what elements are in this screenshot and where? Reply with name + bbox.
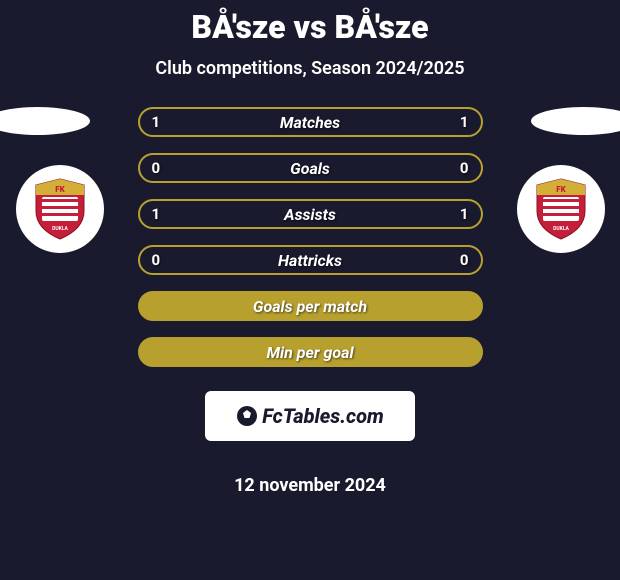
stat-label: Assists [284, 205, 336, 224]
svg-text:DUKLA: DUKLA [553, 226, 569, 232]
left-club-badge: FK DUKLA [16, 165, 104, 253]
badge-name: DUKLA [52, 226, 68, 232]
stat-left-value: 1 [152, 113, 172, 131]
left-player-ellipse [0, 107, 90, 135]
comparison-card: BÅ'sze vs BÅ'sze Club competitions, Seas… [0, 0, 620, 496]
stat-label: Goals [290, 159, 330, 178]
stat-left-value: 0 [152, 251, 172, 269]
page-title: BÅ'sze vs BÅ'sze [191, 8, 428, 46]
stat-left-value: 1 [152, 205, 172, 223]
main-row: FK DUKLA 1 Matches 1 0 Goals 0 [0, 107, 620, 496]
shield-icon: FK DUKLA [533, 177, 589, 241]
stat-matches: 1 Matches 1 [138, 107, 483, 137]
stat-min-per-goal: Min per goal [138, 337, 483, 367]
stat-right-value: 1 [449, 113, 469, 131]
right-player-ellipse [531, 107, 620, 135]
svg-text:FK: FK [556, 185, 566, 194]
source-logo[interactable]: FcTables.com [205, 391, 415, 441]
shield-icon: FK DUKLA [32, 177, 88, 241]
right-club-badge: FK DUKLA [517, 165, 605, 253]
stats-column: 1 Matches 1 0 Goals 0 1 Assists 1 0 Hatt… [138, 107, 483, 496]
stat-right-value: 0 [449, 159, 469, 177]
stat-goals-per-match: Goals per match [138, 291, 483, 321]
badge-top-text: FK [55, 185, 65, 194]
stat-label: Hattricks [278, 251, 342, 270]
stat-hattricks: 0 Hattricks 0 [138, 245, 483, 275]
stat-right-value: 0 [449, 251, 469, 269]
stat-label: Goals per match [253, 297, 367, 316]
stat-assists: 1 Assists 1 [138, 199, 483, 229]
soccer-ball-icon [236, 405, 258, 427]
stat-left-value: 0 [152, 159, 172, 177]
stat-goals: 0 Goals 0 [138, 153, 483, 183]
right-column: FK DUKLA [501, 107, 611, 253]
date: 12 november 2024 [138, 475, 483, 496]
stat-label: Matches [280, 113, 340, 132]
stat-right-value: 1 [449, 205, 469, 223]
subtitle: Club competitions, Season 2024/2025 [155, 58, 464, 79]
stat-label: Min per goal [266, 343, 353, 362]
logo-text: FcTables.com [236, 404, 384, 428]
left-column: FK DUKLA [10, 107, 120, 253]
